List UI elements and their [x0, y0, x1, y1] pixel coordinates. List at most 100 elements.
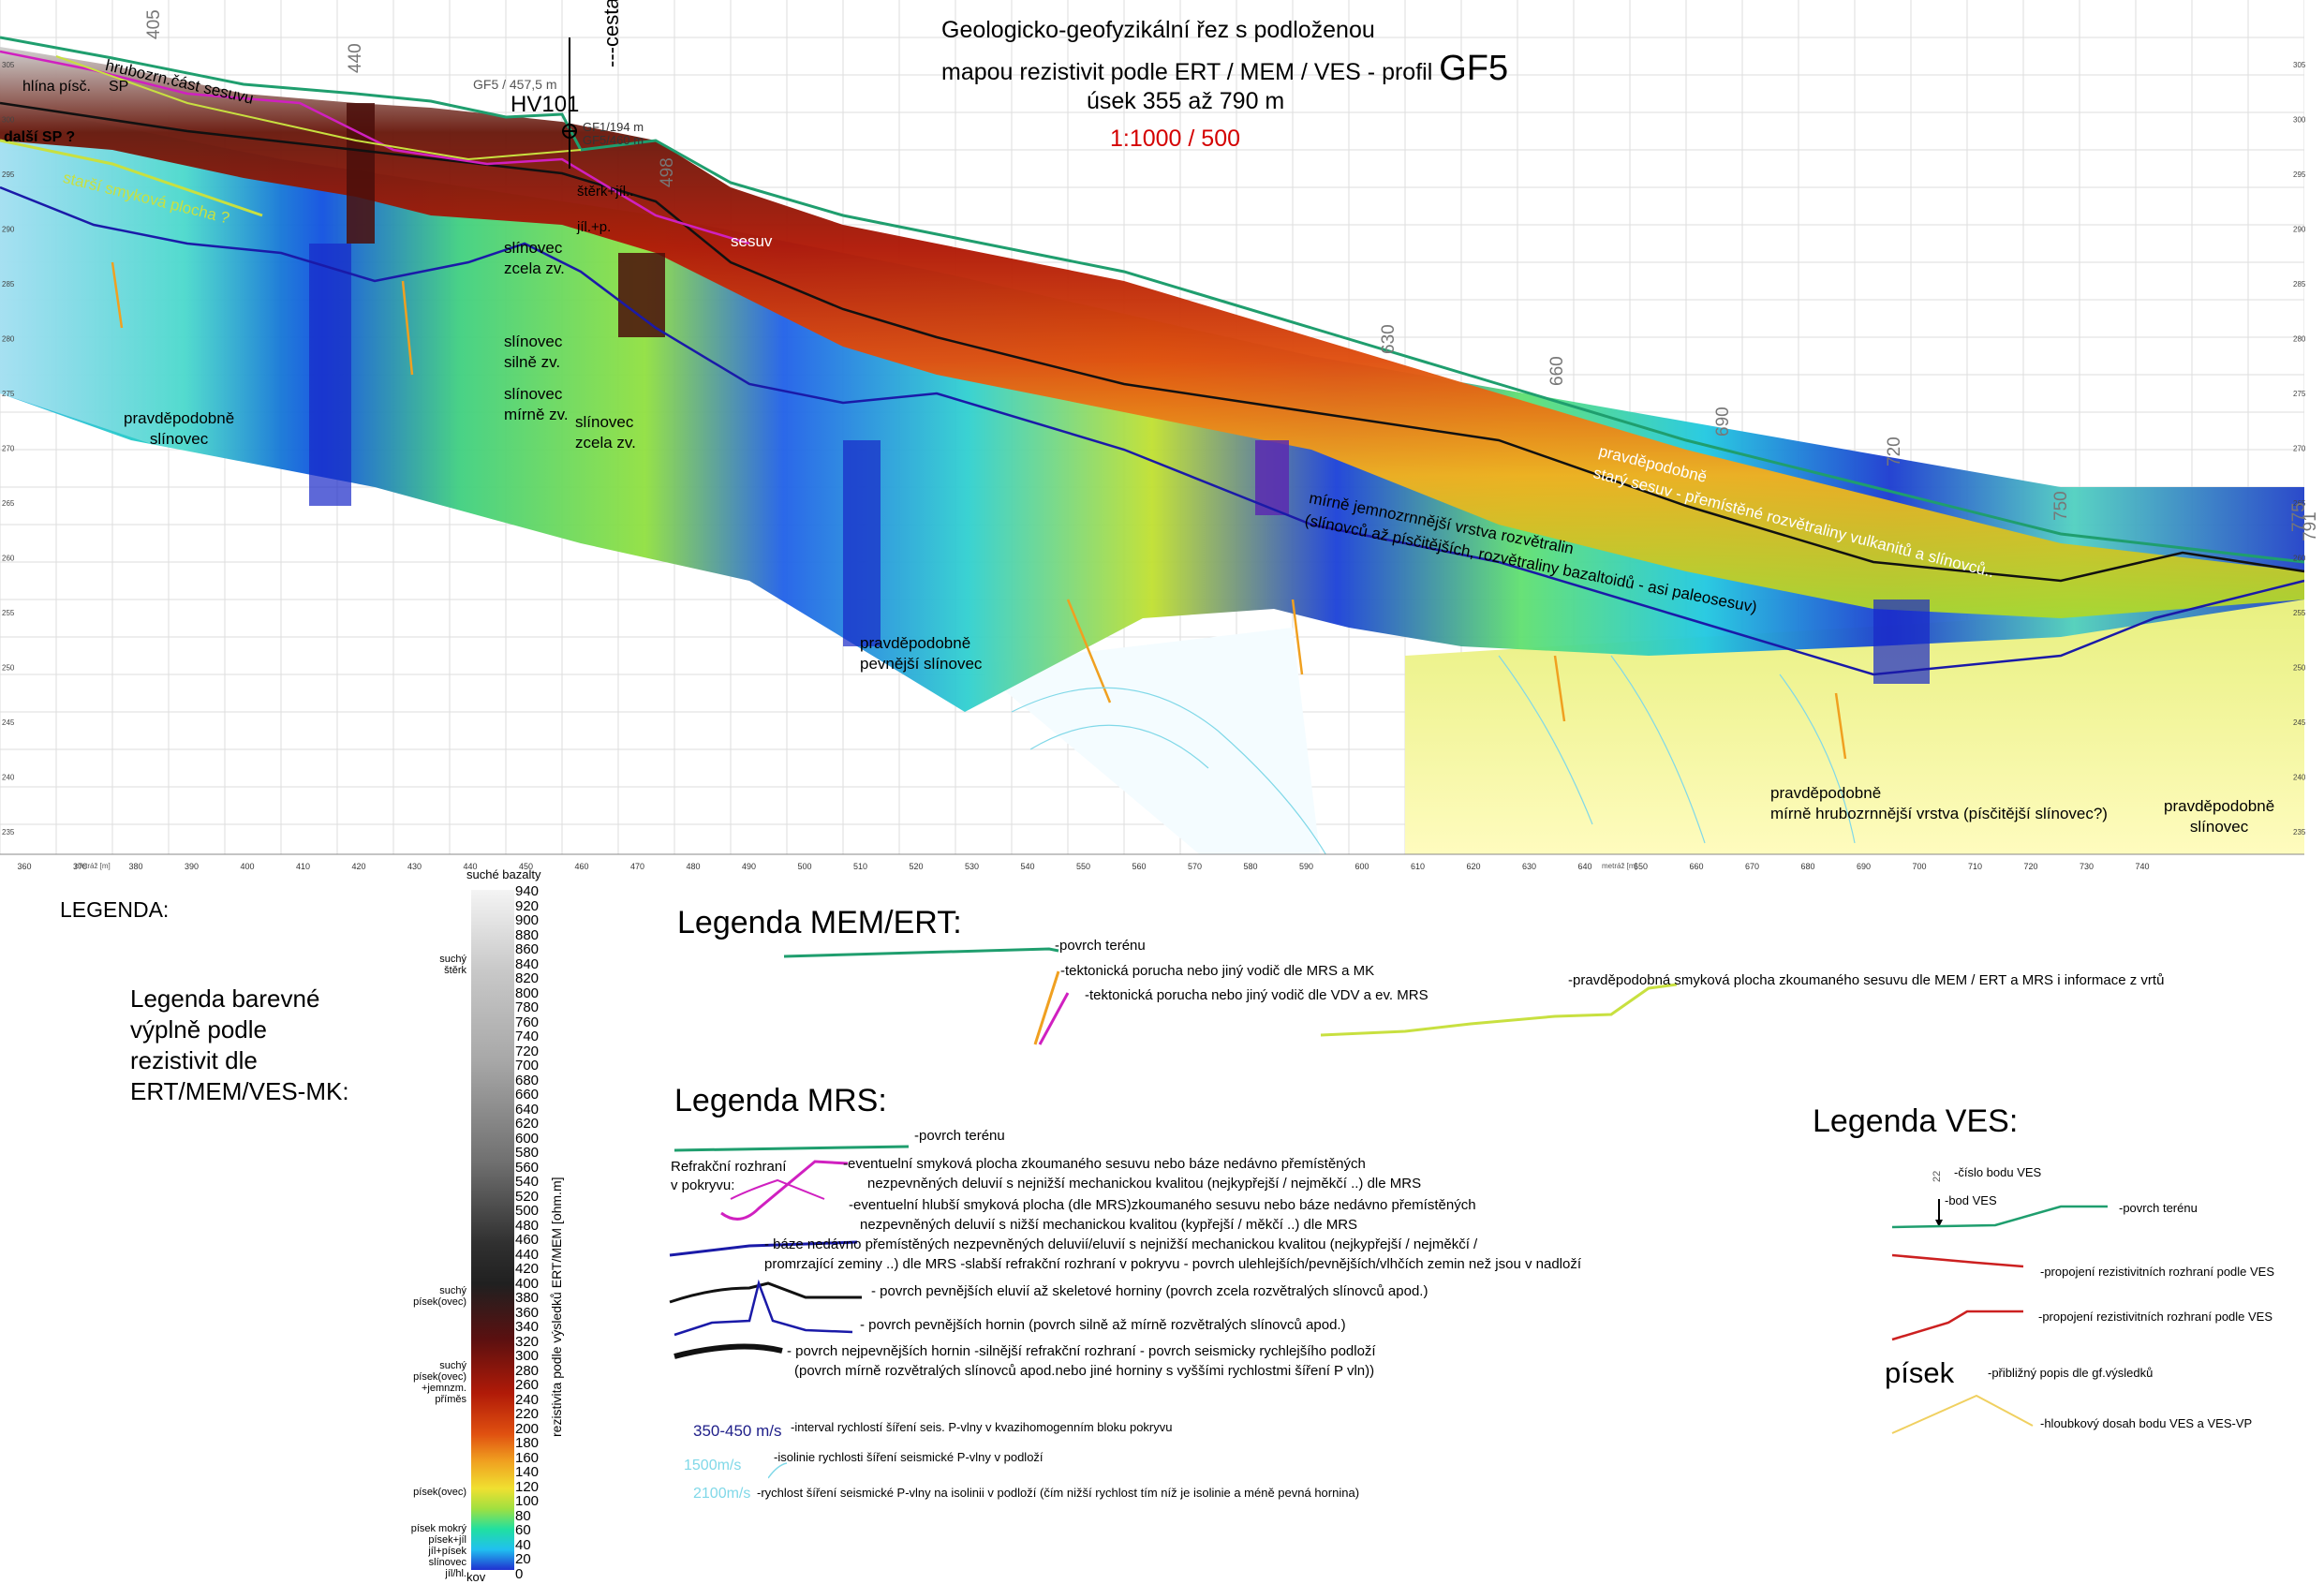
material-label: písek mokrý písek+jíl jíl+písek slínovec jíl… — [411, 1523, 466, 1579]
slip-plane-line-upper — [55, 55, 582, 161]
surface-resistivity-layer — [0, 47, 2304, 618]
resistivity-section: 360 370 380 390 400 410 420 430 440 450 460 470 480 4… — [0, 0, 2320, 871]
label-jil: jíl.+p. — [577, 219, 612, 235]
material-label-line: jíl+písek — [428, 1546, 466, 1557]
profile-point-label: 720 — [1885, 437, 1904, 466]
x-tick-label: 740 — [2135, 862, 2149, 871]
material-label-line: příměs — [435, 1394, 466, 1405]
legend-mrs-item-1a: -eventuelní smyková plocha zkoumaného se… — [843, 1156, 1366, 1172]
legend-ves-title: Legenda VES: — [1813, 1103, 2019, 1139]
colorbar-value: 840 — [515, 955, 540, 972]
colorbar-value: 800 — [515, 984, 540, 1001]
colorbar-value: 620 — [515, 1116, 540, 1132]
y-tick-label: 285 — [2293, 280, 2306, 289]
colorbar-value: 580 — [515, 1145, 540, 1161]
y-tick-label: 295 — [2293, 170, 2306, 179]
colorbar-value: 260 — [515, 1377, 540, 1393]
colorbar-value: 120 — [515, 1478, 540, 1495]
y-tick-label: 260 — [2, 555, 15, 563]
x-tick-label: 640 — [1577, 862, 1591, 871]
x-tick-label: 540 — [1020, 862, 1034, 871]
velocity-isolines — [1011, 655, 1856, 863]
y-tick-label: 305 — [2293, 61, 2306, 69]
y-tick-label: 305 — [2, 61, 15, 69]
material-label-line: suchý — [439, 1360, 466, 1371]
legend-mrs-item-3a: - báze nedávno přemístěných nezpevněných… — [764, 1236, 1478, 1252]
colorbar-value: 440 — [515, 1246, 540, 1263]
label-slinovec-mirne-2: mírně zv. — [504, 406, 569, 423]
y-tick-label: 265 — [2293, 499, 2306, 508]
label-sesuv: sesuv — [731, 232, 773, 250]
colorbar-value: 880 — [515, 926, 540, 943]
profile-point-label: 630 — [1379, 324, 1399, 354]
colorbar-value: 820 — [515, 970, 540, 986]
legend-mrs-item-2a: -eventuelní hlubší smyková plocha (dle M… — [849, 1197, 1476, 1213]
x-tick-label: 680 — [1800, 862, 1814, 871]
mrs-blue-line — [0, 185, 2305, 676]
yellow-layer — [1405, 600, 2304, 862]
colorbar-value: 140 — [515, 1464, 540, 1480]
x-tick-label: 620 — [1466, 862, 1480, 871]
legend-mem-title: Legenda MEM/ERT: — [677, 905, 962, 940]
legend-mrs-lines — [669, 1145, 910, 1359]
y-tick-label: 235 — [2293, 828, 2306, 836]
ves-number-text: -číslo bodu VES — [1954, 1165, 2042, 1179]
color-legend-caption-2: výplně podle — [130, 1015, 267, 1044]
color-legend-caption-1: Legenda barevné — [130, 984, 320, 1013]
profile-point-label: 791 — [2301, 511, 2320, 541]
x-tick-label: 400 — [240, 862, 254, 871]
material-label: suchý písek(ovec) — [413, 1285, 466, 1308]
isoline-sample — [768, 1462, 787, 1479]
material-label-line: písek mokrý — [410, 1523, 466, 1534]
y-axis-ticks: 305 305 300 300 295 295 290 290 285 285 280 280 275 2… — [2, 61, 2306, 836]
colorbar-value: 500 — [515, 1203, 540, 1219]
x-tick-label: 480 — [686, 862, 700, 871]
colorbar-axis-label: rezistivita podle výsledků ERT/MEM [ohm.… — [549, 1177, 564, 1438]
colorbar-value: 380 — [515, 1290, 540, 1306]
label-slinovec-zcela-1: slínovec — [504, 239, 563, 257]
colorbar-value: 720 — [515, 1043, 540, 1059]
y-tick-label: 250 — [2, 664, 15, 673]
colorbar-value: 80 — [515, 1507, 531, 1524]
material-label-line: písek(ovec) — [413, 1296, 466, 1308]
legend-isoline-text: -isolinie rychlosti šíření seismické P-v… — [774, 1450, 1044, 1464]
ves-pisek-text: -přibližný popis dle gf.výsledků — [1988, 1366, 2154, 1380]
white-wedge — [974, 628, 1321, 862]
x-tick-label: 600 — [1354, 862, 1369, 871]
label-slinovec-silne-1: slínovec — [504, 333, 563, 350]
legend-ves-lines — [1891, 1199, 2108, 1434]
colorbar-value: 600 — [515, 1130, 540, 1147]
material-label: písek(ovec) — [413, 1487, 466, 1498]
colorbar-top-label: suché bazalty — [466, 867, 541, 881]
ves-rez-text-1: -propojení rezistivitních rozhraní podle… — [2040, 1265, 2275, 1279]
magenta-slip-line — [0, 50, 750, 245]
label-prav-slinovec-2: slínovec — [149, 430, 209, 448]
x-tick-label: 530 — [965, 862, 979, 871]
ves-dosah-text: -hloubkový dosah bodu VES a VES-VP — [2040, 1416, 2253, 1430]
label-prav-slinovec-right: pravděpodobně slínovec — [2164, 796, 2274, 837]
color-legend-caption-3: rezistivit dle — [130, 1046, 258, 1074]
legend-mem-item-4: -pravděpodobná smyková plocha zkoumaného… — [1568, 972, 2165, 988]
x-tick-label: 550 — [1076, 862, 1090, 871]
x-tick-label: 380 — [128, 862, 142, 871]
label-prav-slin-r-1: pravděpodobně — [2164, 797, 2275, 815]
y-tick-label: 290 — [2293, 226, 2306, 234]
colorbar-value: 760 — [515, 1014, 540, 1030]
x-tick-label: 520 — [909, 862, 923, 871]
material-label-line: +jemnzm. — [422, 1383, 466, 1394]
colorbar-value: 740 — [515, 1029, 540, 1044]
x-tick-label: 470 — [630, 862, 644, 871]
slip-plane-line — [0, 139, 263, 217]
legend-mrs-item-6a: - povrch nejpevnějších hornin -silnější … — [787, 1343, 1376, 1359]
resistivity-colorbar — [471, 890, 514, 1570]
color-legend-caption: Legenda barevné výplně podle rezistivit … — [130, 984, 349, 1107]
colorbar-scale: 940 920 900 880 860 840 820 800 780 760 740 720 700 6… — [515, 884, 558, 1581]
material-label: suchý písek(ovec) +jemnzm. příměs — [413, 1360, 466, 1405]
colorbar-value: 320 — [515, 1333, 540, 1350]
legend-mrs-item-1: -eventuelní smyková plocha zkoumaného se… — [843, 1154, 1421, 1193]
colorbar-value: 160 — [515, 1449, 540, 1466]
colorbar-value: 520 — [515, 1188, 540, 1205]
title-line2-text: mapou rezistivit podle ERT / MEM / VES -… — [941, 59, 1433, 85]
legend-mrs-refr-2: v pokryvu: — [671, 1177, 735, 1193]
